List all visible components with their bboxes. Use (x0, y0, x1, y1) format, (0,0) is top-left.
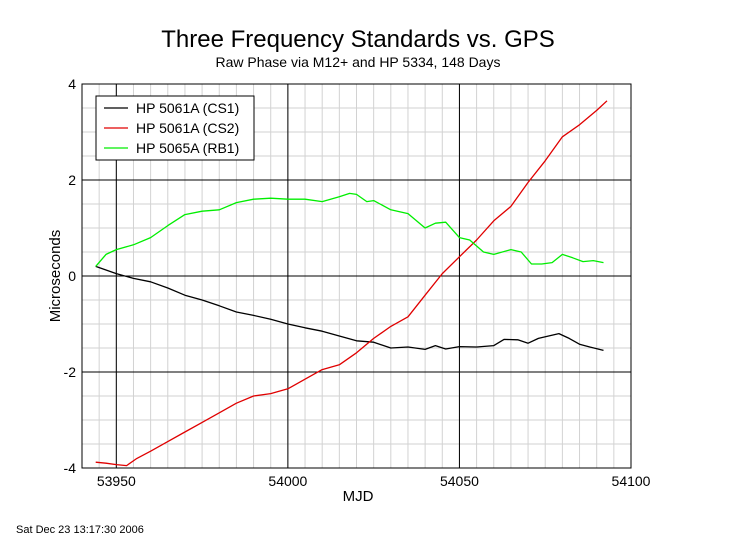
legend-label-3: HP 5065A (RB1) (136, 140, 239, 156)
y-tick-label: 2 (68, 172, 76, 188)
series-lines (95, 100, 608, 467)
x-axis-label: MJD (343, 488, 374, 505)
y-tick-label: -2 (64, 364, 77, 380)
series-line-3 (95, 192, 604, 267)
legend-entries: HP 5061A (CS1) HP 5061A (CS2) HP 5065A (RB… (104, 100, 239, 156)
major-gridlines (82, 84, 631, 468)
x-tick-label: 54050 (440, 473, 479, 489)
series-line-1 (95, 265, 604, 352)
x-axis-ticks: 53950 54000 54050 54100 (97, 473, 651, 489)
y-tick-label: 4 (68, 76, 76, 92)
legend-label-1: HP 5061A (CS1) (136, 100, 239, 116)
x-tick-label: 54100 (612, 473, 651, 489)
plot-frame (81, 83, 632, 469)
y-axis-ticks: -4 -2 0 2 4 (64, 76, 77, 476)
chart-subtitle: Raw Phase via M12+ and HP 5334, 148 Days (216, 54, 501, 70)
x-tick-label: 53950 (97, 473, 136, 489)
y-tick-label: 0 (68, 268, 76, 284)
chart-title: Three Frequency Standards vs. GPS (161, 26, 555, 53)
legend: HP 5061A (CS1) HP 5061A (CS2) HP 5065A (RB… (95, 95, 255, 161)
timestamp: Sat Dec 23 13:17:30 2006 (16, 524, 144, 536)
y-tick-label: -4 (64, 460, 77, 476)
legend-label-2: HP 5061A (CS2) (136, 120, 239, 136)
series-line-2 (95, 100, 608, 467)
x-tick-label: 54000 (268, 473, 307, 489)
y-axis-label: Microseconds (47, 230, 64, 323)
